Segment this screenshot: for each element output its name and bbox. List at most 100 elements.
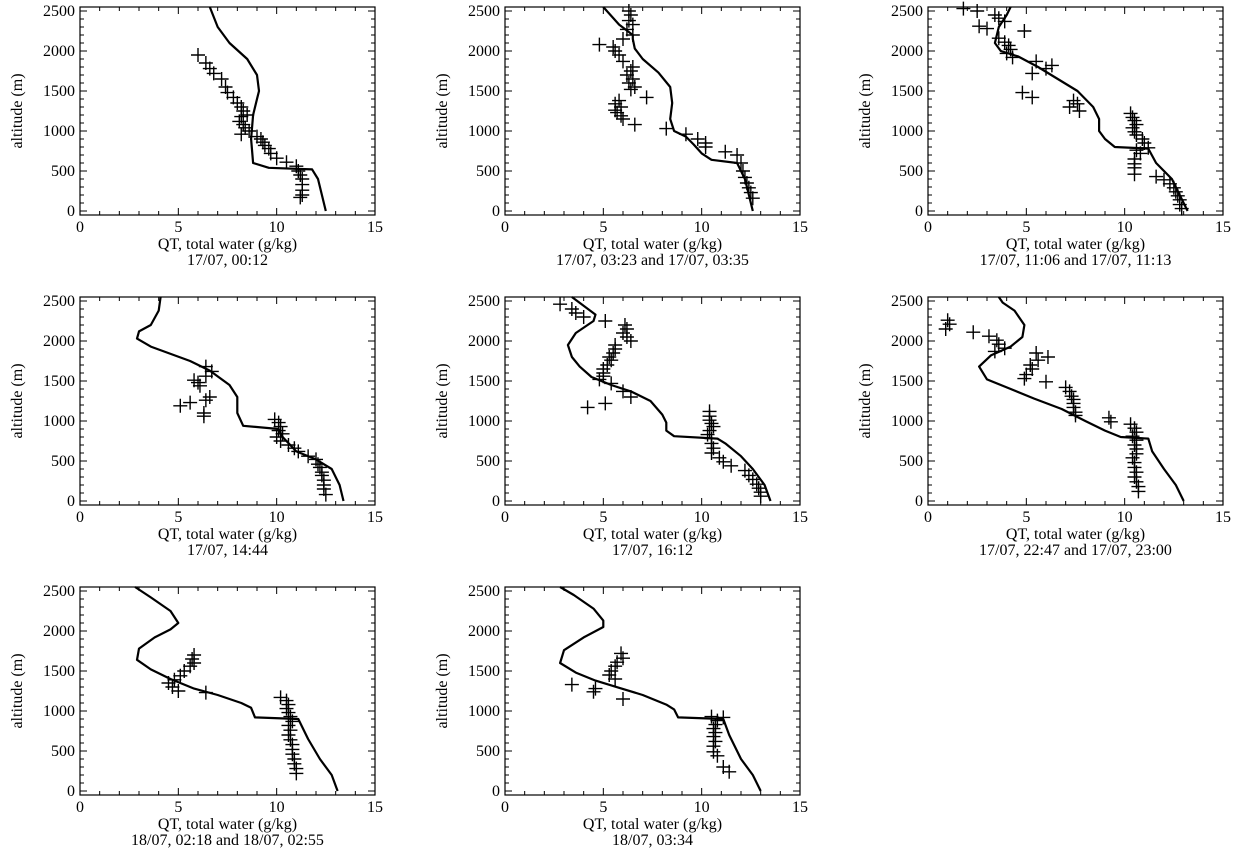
observation-marker — [598, 396, 613, 411]
observation-marker — [1123, 417, 1138, 432]
plot-frame — [927, 6, 1224, 216]
observation-marker — [753, 489, 768, 504]
y-tick-label: 500 — [476, 743, 500, 760]
observation-marker — [1127, 167, 1142, 182]
observation-marker — [625, 28, 640, 42]
observation-marker — [191, 375, 205, 390]
x-tick-label: 5 — [599, 219, 607, 236]
observation-marker — [1162, 176, 1177, 191]
observation-marker — [616, 692, 630, 706]
observation-marker — [980, 21, 994, 36]
y-tick-label: 1000 — [43, 123, 75, 140]
y-tick-label: 1000 — [891, 123, 923, 140]
panel-subtitle: 17/07, 16:12 — [612, 542, 693, 559]
x-tick-label: 10 — [269, 509, 285, 526]
y-tick-label: 0 — [915, 493, 923, 510]
observation-marker — [625, 72, 640, 86]
x-tick-label: 5 — [174, 219, 182, 236]
observation-marker — [619, 22, 634, 37]
observation-marker — [606, 346, 621, 360]
observation-marker — [1064, 389, 1079, 404]
observation-marker — [293, 190, 308, 205]
observation-marker — [592, 37, 607, 52]
observation-marker — [232, 114, 247, 129]
observation-marker — [623, 64, 638, 78]
y-axis-label: altitude (m) — [434, 363, 451, 438]
y-tick-label: 2000 — [43, 623, 75, 640]
observation-marker — [198, 685, 213, 700]
y-tick-label: 1000 — [891, 413, 923, 430]
y-tick-label: 2000 — [468, 43, 500, 60]
observation-marker — [187, 656, 202, 670]
observation-marker — [191, 48, 205, 62]
observation-marker — [253, 132, 268, 146]
observation-marker — [592, 372, 607, 387]
observation-marker — [206, 66, 221, 81]
observation-marker — [745, 191, 760, 206]
y-tick-label: 0 — [67, 493, 75, 510]
observation-marker — [616, 32, 630, 46]
observation-marker — [619, 68, 634, 82]
observation-marker — [202, 390, 217, 404]
observation-marker — [608, 44, 623, 58]
observation-marker — [1031, 353, 1046, 368]
observation-marker — [1015, 85, 1030, 100]
x-tick-label: 10 — [694, 799, 710, 816]
observation-marker — [704, 446, 719, 460]
observation-marker — [608, 342, 623, 356]
observation-marker — [310, 457, 325, 472]
y-axis-label: altitude (m) — [9, 653, 26, 728]
x-axis-label: QT, total water (g/kg) — [583, 236, 722, 253]
y-tick-label: 2000 — [43, 43, 75, 60]
observation-marker — [271, 423, 286, 438]
y-tick-label: 1000 — [468, 413, 500, 430]
y-tick-label: 1500 — [891, 373, 923, 390]
observation-marker — [610, 655, 625, 670]
observation-marker — [240, 108, 255, 122]
observation-marker — [704, 709, 719, 724]
observation-marker — [987, 344, 1002, 359]
x-tick-label: 0 — [76, 509, 84, 526]
observation-marker — [602, 350, 617, 364]
observation-marker — [1101, 410, 1116, 425]
observation-marker — [192, 378, 207, 393]
observation-marker — [291, 444, 306, 459]
chart-panel-5: 0 5 10 15 0 500 1000 1500 2000 2500 QT, total wate… — [434, 293, 808, 559]
observation-marker — [612, 93, 627, 108]
observation-marker — [1125, 120, 1140, 135]
y-axis-label: altitude (m) — [857, 363, 874, 438]
observation-marker — [623, 82, 638, 97]
x-tick-label: 0 — [501, 219, 509, 236]
observation-marker — [1029, 54, 1044, 69]
observation-marker — [1070, 96, 1085, 111]
observation-marker — [737, 170, 752, 185]
x-tick-label: 0 — [501, 509, 509, 526]
observation-marker — [596, 369, 611, 384]
chart-panel-7: 0 5 10 15 0 500 1000 1500 2000 2500 QT, total wate… — [9, 583, 383, 849]
y-tick-label: 2500 — [891, 3, 923, 20]
observation-marker — [981, 329, 996, 344]
observation-marker — [295, 188, 310, 202]
y-tick-label: 500 — [899, 163, 923, 180]
x-tick-label: 5 — [599, 799, 607, 816]
observation-marker — [198, 369, 213, 384]
panel-subtitle: 17/07, 14:44 — [187, 542, 268, 559]
observation-marker — [269, 430, 284, 444]
observation-marker — [716, 454, 731, 469]
chart-panel-4: 0 5 10 15 0 500 1000 1500 2000 2500 QT, total wate… — [9, 293, 383, 559]
y-tick-label: 2500 — [43, 293, 75, 310]
x-axis-label: QT, total water (g/kg) — [1006, 526, 1145, 543]
observation-marker — [1127, 124, 1142, 139]
observation-marker — [568, 306, 583, 320]
y-axis-label: altitude (m) — [9, 363, 26, 438]
observation-marker — [1129, 128, 1144, 142]
observation-marker — [997, 14, 1012, 29]
observation-marker — [999, 46, 1014, 61]
model-profile-line — [993, 6, 1189, 212]
observation-marker — [616, 112, 630, 126]
observation-marker — [710, 713, 725, 728]
observation-marker — [236, 117, 251, 132]
observation-marker — [1039, 61, 1053, 76]
y-tick-label: 1500 — [468, 373, 500, 390]
